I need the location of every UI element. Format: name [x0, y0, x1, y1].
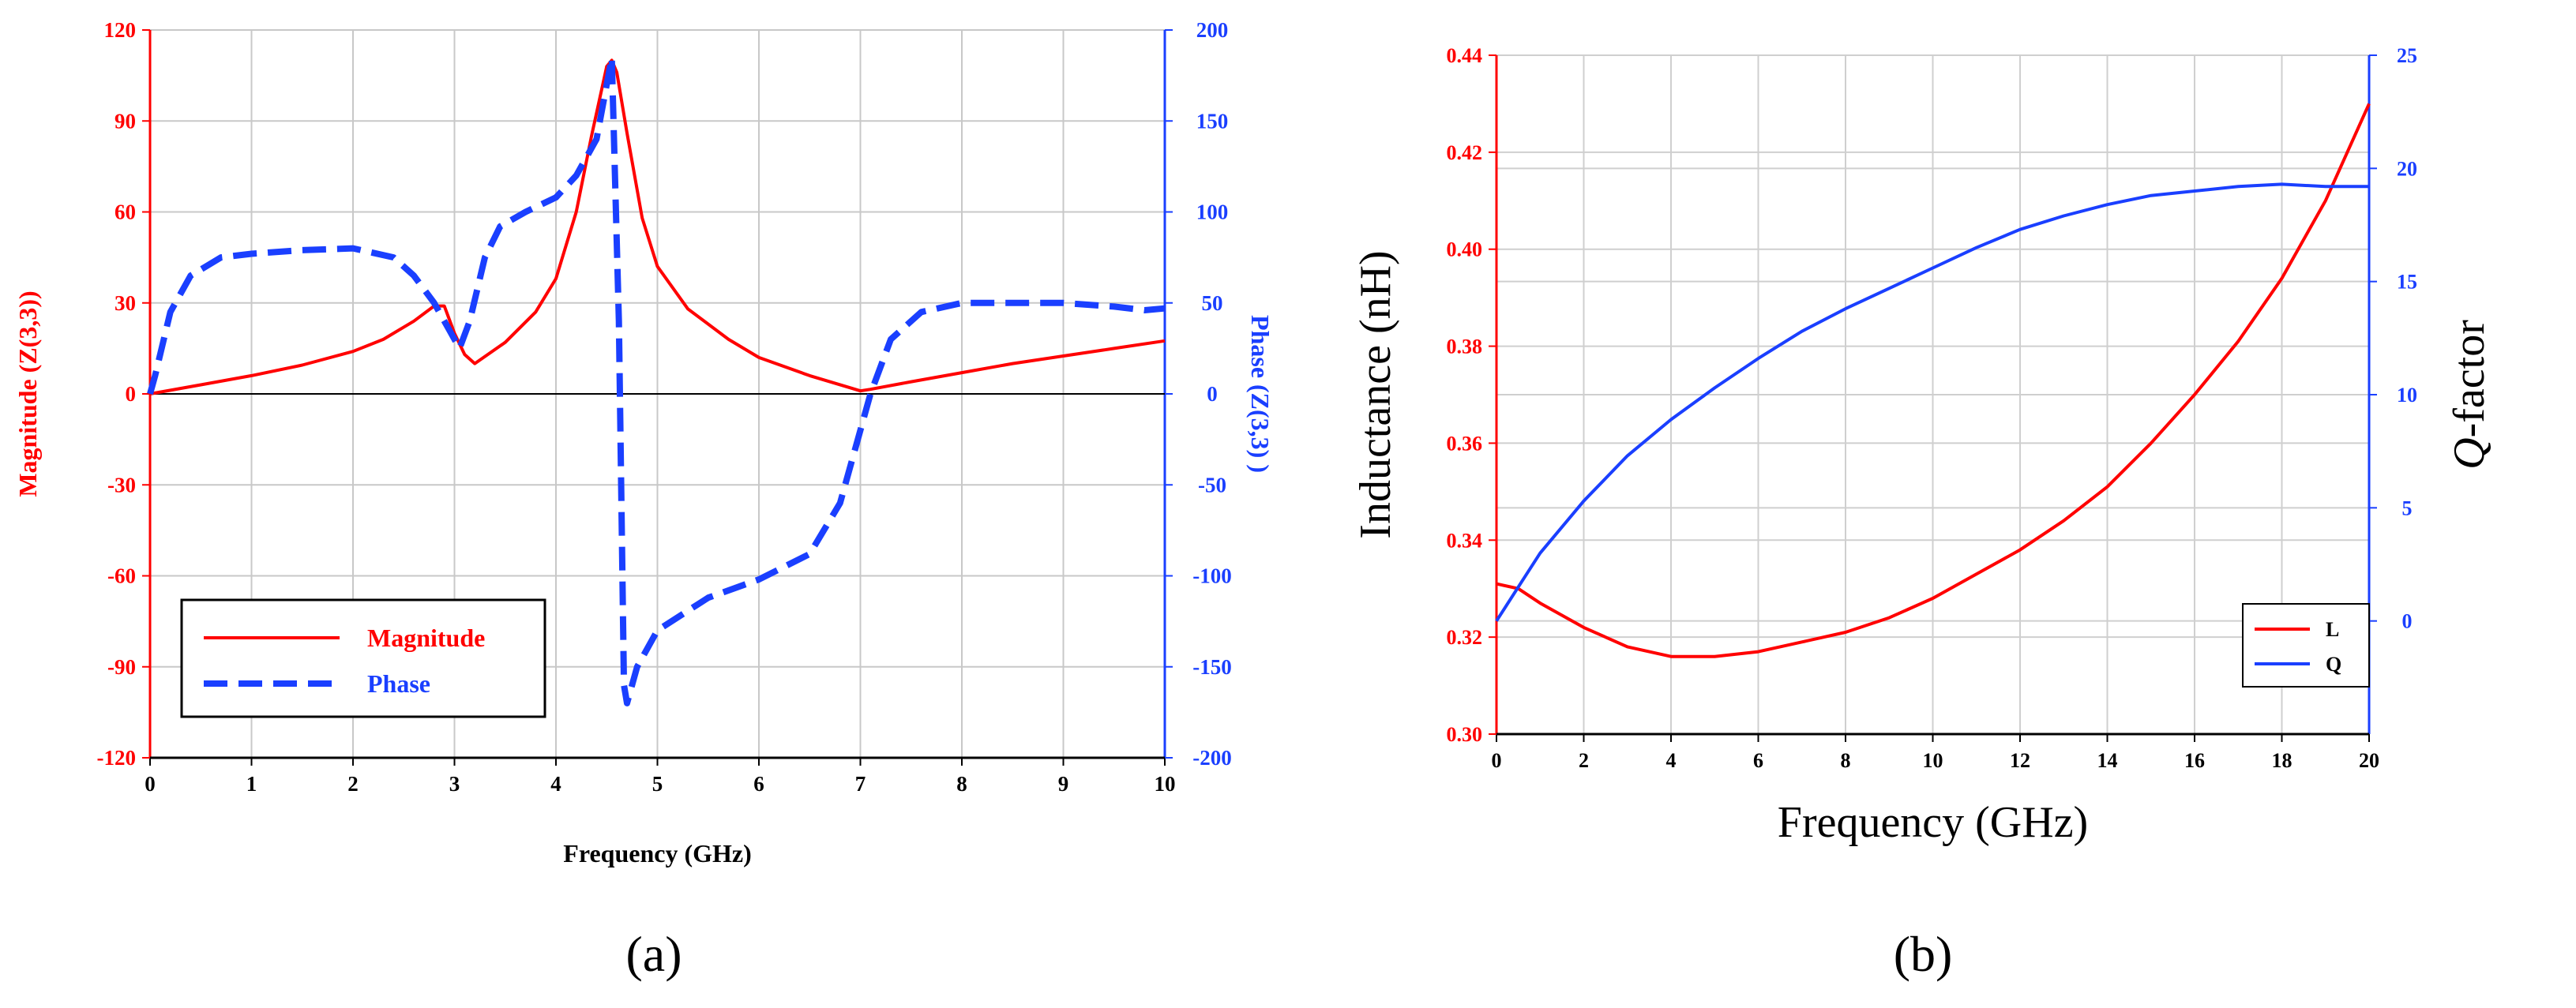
x-tick-label: 1 [246, 772, 257, 796]
legend-box [180, 598, 546, 718]
x-tick-label: 6 [1753, 749, 1763, 772]
legend-label-l: L [2326, 618, 2339, 641]
y2-axis-title-suffix: -factor [2445, 320, 2494, 438]
y-tick-label: 0.34 [1447, 529, 1483, 552]
x-tick-label: 7 [855, 772, 866, 796]
x-tick-label: 9 [1058, 772, 1069, 796]
x-tick-label: 8 [1841, 749, 1851, 772]
chart-b: 0 2 4 6 8 10 12 14 16 18 20 0.30 0.32 0.34 0.36 0.38 0.4… [1351, 44, 2494, 847]
y2-tick-label: 20 [2397, 157, 2417, 180]
x-tick-label: 18 [2272, 749, 2292, 772]
y-tick-label: -120 [97, 746, 137, 770]
y2-tick-label: 150 [1196, 109, 1229, 133]
x-tick-label: 10 [1923, 749, 1943, 772]
legend-label-magnitude: Magnitude [367, 624, 485, 652]
x-tick-label: 0 [145, 772, 156, 796]
y-tick-label: 0.44 [1447, 44, 1483, 67]
x-axis-title: Frequency (GHz) [1778, 798, 2088, 847]
y2-tick-label: -150 [1192, 655, 1232, 679]
y2-tick-label: 15 [2397, 271, 2417, 294]
chart-a: 0 1 2 3 4 5 6 7 8 9 10 -120 -90 -60 -30 0 30 60 90 120 -200 -… [13, 18, 1275, 867]
y2-tick-label: -50 [1198, 473, 1226, 497]
y2-axis-title-q: Q [2445, 437, 2494, 469]
x-tick-label: 4 [550, 772, 561, 796]
x-tick-label: 0 [1492, 749, 1502, 772]
y-tick-label: 0.36 [1447, 432, 1483, 455]
legend-label-q: Q [2326, 653, 2341, 676]
y2-axis-title: Q-factor [2445, 320, 2494, 470]
y2-tick-label: 25 [2397, 44, 2417, 67]
series-line-l [1496, 103, 2371, 658]
y2-tick-label: -200 [1192, 746, 1232, 770]
y-tick-label: 120 [104, 18, 137, 42]
y-tick-label: -90 [107, 655, 136, 679]
x-tick-label: 2 [1579, 749, 1589, 772]
y-tick-label: 0 [126, 382, 137, 406]
x-tick-label: 12 [2010, 749, 2030, 772]
caption-b: (b) [1894, 926, 1953, 982]
caption-a: (a) [625, 926, 682, 982]
x-tick-label: 8 [956, 772, 967, 796]
y2-tick-label: 5 [2402, 497, 2413, 519]
y2-tick-label: 100 [1196, 200, 1229, 224]
x-tick-label: 16 [2184, 749, 2205, 772]
y-axis-title: Inductance (nH) [1351, 250, 1400, 538]
x-tick-label: 6 [753, 772, 764, 796]
y2-tick-label: 0 [2402, 610, 2413, 633]
series-line-q [1495, 182, 2369, 622]
x-tick-label: 5 [652, 772, 663, 796]
y2-tick-label: -100 [1192, 564, 1232, 588]
y-tick-label: 0.30 [1447, 723, 1483, 746]
x-tick-label: 14 [2097, 749, 2118, 772]
y-tick-label: 0.32 [1447, 626, 1483, 649]
y2-tick-label: 50 [1202, 291, 1223, 315]
legend-label-phase: Phase [367, 669, 430, 698]
y-tick-label: 60 [115, 200, 136, 224]
y2-tick-label: 200 [1196, 18, 1229, 42]
y-tick-label: 0.38 [1447, 335, 1483, 358]
x-tick-label: 3 [449, 772, 460, 796]
y-tick-label: 90 [115, 109, 136, 133]
y-axis-title: Magnitude (Z(3,3)) [13, 290, 42, 497]
x-tick-label: 4 [1666, 749, 1677, 772]
y-tick-label: -30 [107, 473, 136, 497]
y2-tick-label: 0 [1207, 382, 1218, 406]
y-tick-label: 0.42 [1447, 141, 1483, 164]
y-tick-label: -60 [107, 564, 136, 588]
x-tick-label: 20 [2359, 749, 2379, 772]
y2-tick-label: 10 [2397, 384, 2417, 407]
legend-box [2242, 603, 2370, 688]
x-axis-title: Frequency (GHz) [563, 839, 751, 867]
y2-axis-title: Phase (Z(3,3) ) [1246, 315, 1275, 473]
y-tick-label: 30 [115, 291, 136, 315]
y-tick-label: 0.40 [1447, 238, 1483, 261]
x-tick-label: 2 [347, 772, 359, 796]
x-tick-label: 10 [1155, 772, 1176, 796]
